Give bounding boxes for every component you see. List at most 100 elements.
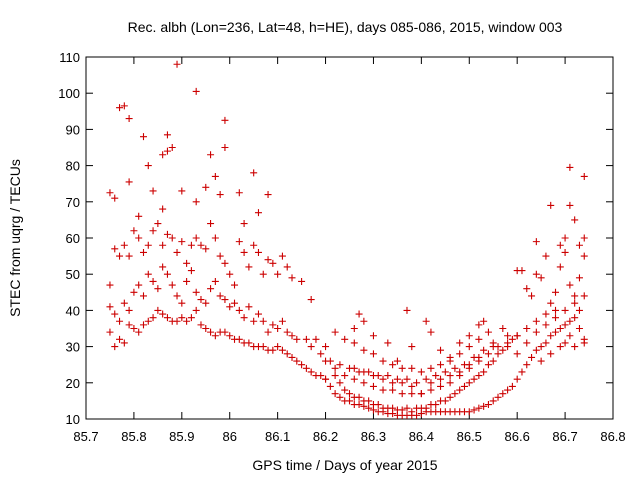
data-point	[235, 189, 243, 197]
data-point	[216, 252, 224, 260]
data-point	[149, 227, 157, 235]
data-point	[571, 216, 579, 224]
x-tick-label: 86	[222, 429, 236, 444]
data-point	[575, 306, 583, 314]
data-point	[542, 321, 550, 329]
data-point	[446, 353, 454, 361]
data-point	[389, 386, 397, 394]
data-point	[283, 350, 291, 358]
data-point	[580, 172, 588, 180]
data-point	[264, 191, 272, 199]
data-point	[331, 364, 339, 372]
data-point	[207, 328, 215, 336]
data-point	[240, 314, 248, 322]
data-point	[211, 234, 219, 242]
data-point	[350, 364, 358, 372]
data-point	[288, 274, 296, 282]
data-point	[475, 335, 483, 343]
x-tick-label: 86.4	[409, 429, 434, 444]
data-point	[278, 317, 286, 325]
y-tick-label: 30	[66, 340, 80, 355]
data-point	[369, 382, 377, 390]
data-point	[120, 102, 128, 110]
data-point	[355, 401, 363, 409]
data-point	[269, 259, 277, 267]
data-point	[331, 390, 339, 398]
data-point	[178, 299, 186, 307]
data-point	[116, 252, 124, 260]
data-point	[322, 343, 330, 351]
data-point	[537, 343, 545, 351]
data-point	[379, 357, 387, 365]
y-tick-label: 110	[59, 50, 80, 65]
data-point	[240, 220, 248, 228]
data-point	[523, 285, 531, 293]
data-point	[379, 386, 387, 394]
data-point	[350, 339, 358, 347]
data-point	[475, 353, 483, 361]
data-point	[408, 364, 416, 372]
data-point	[139, 248, 147, 256]
data-point	[245, 303, 253, 311]
data-point	[120, 241, 128, 249]
data-point	[408, 343, 416, 351]
data-point	[307, 296, 315, 304]
data-point	[446, 372, 454, 380]
data-point	[259, 317, 267, 325]
data-point	[173, 317, 181, 325]
data-point	[566, 163, 574, 171]
data-point	[566, 201, 574, 209]
data-point	[125, 252, 133, 260]
data-point	[561, 321, 569, 329]
data-point	[537, 357, 545, 365]
data-point	[537, 274, 545, 282]
y-axis-label: STEC from uqrg / TECUs	[7, 159, 23, 317]
data-point	[360, 346, 368, 354]
data-point	[240, 248, 248, 256]
data-point	[331, 328, 339, 336]
data-point	[336, 393, 344, 401]
data-point	[159, 263, 167, 271]
data-point	[403, 375, 411, 383]
data-point	[465, 361, 473, 369]
data-point	[575, 274, 583, 282]
data-point	[135, 328, 143, 336]
y-tick-label: 50	[66, 267, 80, 282]
data-point	[187, 314, 195, 322]
data-point	[566, 317, 574, 325]
data-point	[288, 353, 296, 361]
data-point	[173, 60, 181, 68]
data-point	[178, 238, 186, 246]
data-point	[106, 328, 114, 336]
data-point	[480, 346, 488, 354]
data-point	[307, 368, 315, 376]
data-point	[235, 335, 243, 343]
data-point	[168, 144, 176, 151]
data-point	[575, 325, 583, 332]
data-point	[437, 361, 445, 369]
data-point	[465, 408, 473, 416]
data-point	[369, 372, 377, 380]
data-point	[250, 241, 258, 249]
data-point	[144, 241, 152, 249]
data-point	[427, 379, 435, 387]
data-point	[197, 321, 205, 329]
data-point	[580, 292, 588, 300]
data-point	[120, 299, 128, 307]
y-tick-label: 90	[66, 122, 80, 137]
data-point	[264, 328, 272, 336]
data-point	[183, 259, 191, 267]
data-point	[513, 332, 521, 340]
data-point	[571, 314, 579, 322]
data-point	[149, 187, 157, 195]
data-point	[456, 368, 464, 376]
data-point	[552, 328, 560, 336]
data-point	[307, 343, 315, 351]
data-point	[221, 144, 229, 151]
y-tick-label: 10	[66, 412, 80, 427]
data-point	[221, 116, 229, 124]
data-point	[106, 189, 114, 197]
data-point	[159, 205, 167, 213]
data-point	[192, 288, 200, 296]
data-point	[192, 87, 200, 95]
